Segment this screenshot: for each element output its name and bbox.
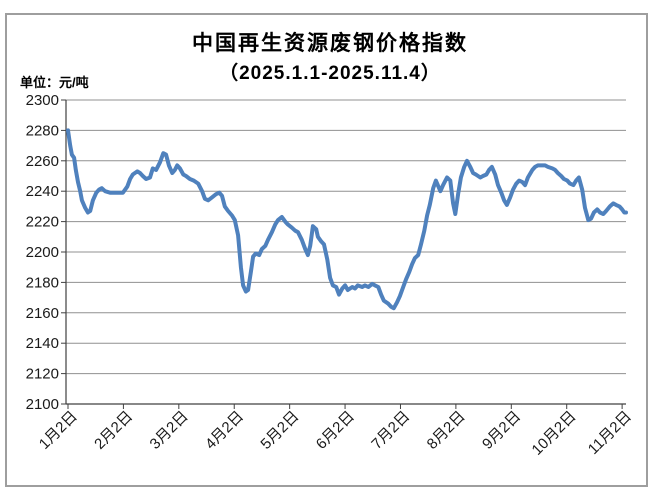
y-tick-label: 2100 bbox=[26, 396, 59, 413]
y-tick-label: 2140 bbox=[26, 335, 59, 352]
unit-label: 单位：元/吨 bbox=[20, 75, 89, 90]
price-line bbox=[66, 128, 628, 311]
x-tick-label: 1月2日 bbox=[36, 408, 81, 453]
x-tick-label: 7月2日 bbox=[368, 408, 413, 453]
y-tick-label: 2260 bbox=[26, 153, 59, 170]
x-tick-label: 3月2日 bbox=[147, 408, 192, 453]
y-tick-label: 2180 bbox=[26, 274, 59, 291]
x-tick-label: 8月2日 bbox=[424, 408, 469, 453]
x-tick-label: 2月2日 bbox=[91, 408, 136, 453]
y-tick-label: 2220 bbox=[26, 214, 59, 231]
y-tick-label: 2120 bbox=[26, 366, 59, 383]
y-tick-label: 2300 bbox=[26, 92, 59, 109]
y-tick-label: 2280 bbox=[26, 122, 59, 139]
x-tick-label: 6月2日 bbox=[313, 408, 358, 453]
chart-title: 中国再生资源废钢价格指数 bbox=[192, 32, 468, 55]
y-tick-label: 2240 bbox=[26, 183, 59, 200]
x-tick-label: 11月2日 bbox=[585, 408, 635, 458]
x-tick-label: 10月2日 bbox=[529, 408, 580, 459]
chart-subtitle: （2025.1.1-2025.11.4） bbox=[219, 63, 441, 84]
y-tick-label: 2200 bbox=[26, 244, 59, 261]
x-tick-label: 5月2日 bbox=[257, 408, 302, 453]
x-tick-label: 4月2日 bbox=[202, 408, 247, 453]
y-tick-label: 2160 bbox=[26, 305, 59, 322]
x-tick-label: 9月2日 bbox=[479, 408, 524, 453]
